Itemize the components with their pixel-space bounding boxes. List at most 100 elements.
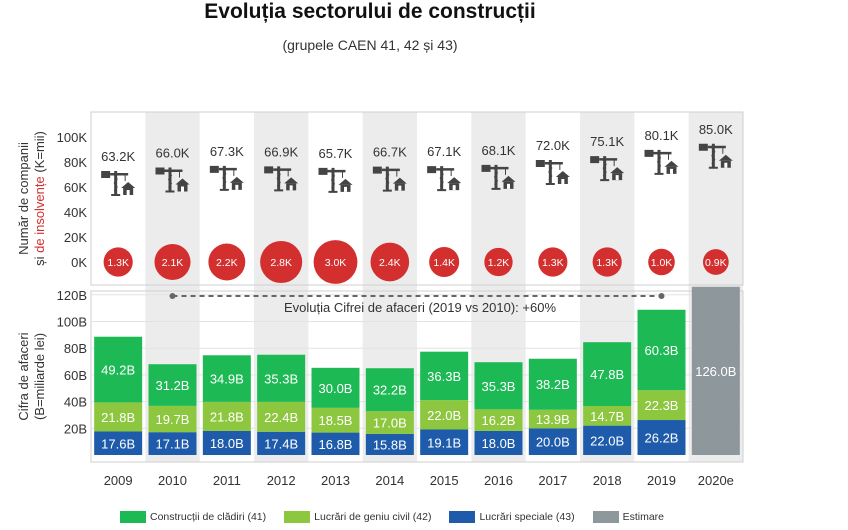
bottom-y-tick-label: 80B [64,341,87,356]
top-panel-frame [90,111,744,286]
bar-segment [202,430,251,455]
bar-segment [528,428,577,455]
crane-house-icon [644,149,679,175]
crane-house-icon [155,167,190,193]
bar-value-label: 21.8B [210,409,244,424]
legend-swatch-cladiri [120,511,146,523]
companies-label: 63.2K [101,149,135,164]
bar-segment [94,402,143,432]
top-y-axis-label: Număr de companii [16,142,31,255]
bar-segment [94,431,143,455]
bar-segment [474,430,523,455]
bar-value-label: 17.1B [156,437,190,452]
top-y-tick-label: 0K [71,255,87,270]
bar-segment [202,401,251,431]
legend-swatch-geniu-civil [284,511,311,523]
bar-segment [311,367,360,408]
bar-segment [148,364,197,406]
bar-segment [637,420,686,455]
insolvency-bubble [484,247,513,277]
bar-segment [474,409,523,431]
insolvency-bubble [260,240,303,284]
insolvency-label: 1.3K [542,257,564,269]
insolvency-bubble [208,243,246,281]
bar-segment [474,362,523,410]
x-tick-label: 2017 [538,473,567,488]
bar-value-label: 18.0B [210,436,244,451]
bar-value-label: 18.0B [482,436,516,451]
bar-value-label: 21.8B [101,410,135,425]
bar-segment [583,425,632,455]
legend-item-estimare: Estimare [592,511,664,523]
bar-segment [365,411,414,434]
legend: Construcții de clădiri (41) Lucrări de g… [120,511,682,523]
bar-segment [420,429,469,455]
crane-house-icon [372,166,407,192]
insolvency-label: 3.0K [325,257,347,269]
legend-label-cladiri: Construcții de clădiri (41) [150,511,267,523]
bar-segment [202,355,251,402]
top-y-tick-label: 80K [64,155,87,170]
top-y-tick-label: 20K [64,230,87,245]
companies-label: 67.3K [210,144,244,159]
bar-value-label: 60.3B [645,343,679,358]
crane-house-icon [264,166,299,192]
insolvency-label: 2.1K [162,257,184,269]
companies-label: 66.9K [264,144,298,159]
x-tick-label: 2016 [484,473,513,488]
bar-value-label: 17.4B [264,436,298,451]
insolvency-label: 1.2K [488,257,510,269]
bar-segment [583,406,632,426]
bar-value-label: 19.7B [156,412,190,427]
companies-label: 75.1K [590,134,624,149]
bar-value-label: 22.0B [427,408,461,423]
x-tick-label: 2013 [321,473,350,488]
bottom-y-axis-label-2: (B=miliarde lei) [32,333,47,420]
insolvency-label: 0.9K [705,257,727,269]
bar-value-label: 126.0B [695,364,736,379]
bar-segment [257,401,306,432]
insolvency-label: 2.2K [216,257,238,269]
insolvency-label: 2.4K [379,257,401,269]
bar-value-label: 36.3B [427,369,461,384]
bar-value-label: 15.8B [373,437,407,452]
bar-value-label: 35.3B [482,379,516,394]
legend-label-speciale: Lucrări speciale (43) [479,511,575,523]
x-tick-label: 2010 [158,473,187,488]
bar-value-label: 20.0B [536,435,570,450]
bar-value-label: 31.2B [156,378,190,393]
bar-value-label: 30.0B [319,381,353,396]
top-y-tick-label: 40K [64,205,87,220]
insolvency-label: 1.3K [596,257,618,269]
bar-segment [420,400,469,430]
companies-label: 66.7K [373,145,407,160]
legend-label-geniu-civil: Lucrări de geniu civil (42) [314,511,432,523]
x-tick-label: 2020e [698,473,734,488]
bar-segment [148,405,197,433]
insolvency-bubble [702,249,729,275]
insolvency-bubble [103,247,133,277]
x-tick-label: 2014 [375,473,404,488]
bar-segment [365,368,414,412]
crane-house-icon [481,164,516,190]
insolvency-bubble [648,248,675,276]
insolvency-bubble [370,242,410,282]
insolvency-label: 2.8K [270,257,292,269]
bottom-y-tick-label: 100B [57,315,87,330]
bar-value-label: 16.8B [319,437,353,452]
bar-value-label: 13.9B [536,412,570,427]
bar-segment [365,433,414,455]
bar-value-label: 19.1B [427,435,461,450]
bar-segment [528,409,577,429]
companies-label: 68.1K [482,143,516,158]
bar-segment [148,432,197,455]
bar-value-label: 26.2B [645,431,679,446]
bar-segment [637,309,686,391]
legend-swatch-speciale [449,511,476,523]
bar-segment [691,286,740,455]
bar-value-label: 16.2B [482,413,516,428]
x-tick-label: 2019 [647,473,676,488]
bar-value-label: 47.8B [590,367,624,382]
bar-segment [311,407,360,433]
